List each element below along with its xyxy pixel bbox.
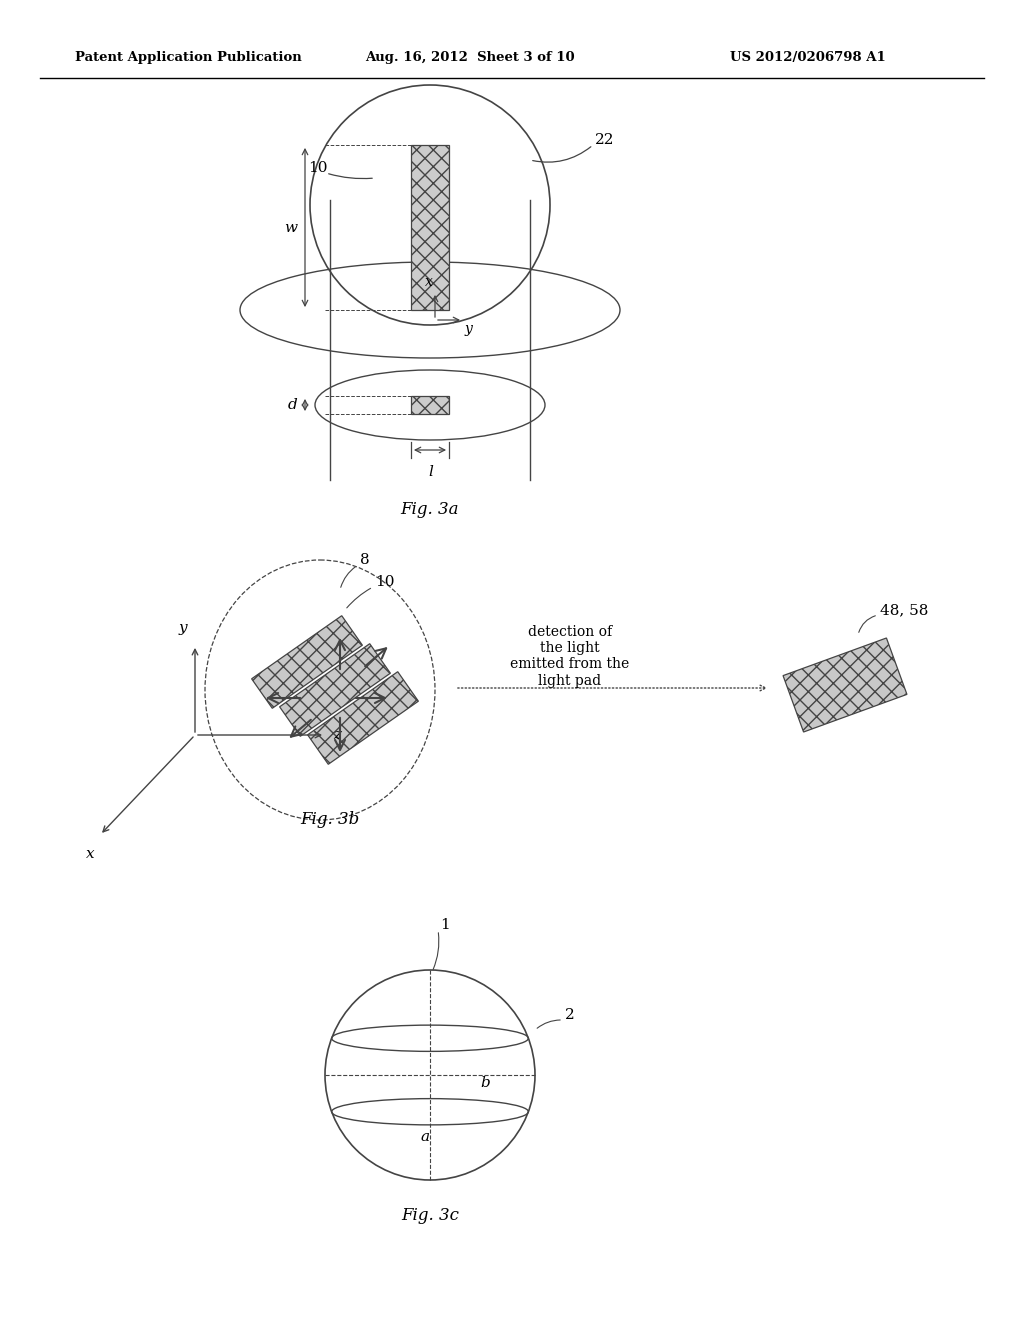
Text: Patent Application Publication: Patent Application Publication xyxy=(75,51,302,65)
FancyArrowPatch shape xyxy=(532,147,591,162)
FancyArrowPatch shape xyxy=(329,174,373,178)
Text: 8: 8 xyxy=(360,553,370,568)
Text: d: d xyxy=(288,399,297,412)
FancyArrowPatch shape xyxy=(859,615,876,632)
Text: 22: 22 xyxy=(595,133,614,147)
Text: b: b xyxy=(480,1076,489,1090)
FancyArrowPatch shape xyxy=(433,933,439,969)
Polygon shape xyxy=(783,638,907,733)
Text: 10: 10 xyxy=(375,576,394,589)
Text: detection of
the light
emitted from the
light pad: detection of the light emitted from the … xyxy=(510,624,630,688)
Text: y: y xyxy=(465,322,473,337)
Polygon shape xyxy=(307,672,419,764)
Text: 1: 1 xyxy=(440,917,450,932)
Text: 10: 10 xyxy=(308,161,328,176)
Text: z: z xyxy=(333,729,341,742)
Text: Aug. 16, 2012  Sheet 3 of 10: Aug. 16, 2012 Sheet 3 of 10 xyxy=(365,51,574,65)
Text: Fig. 3c: Fig. 3c xyxy=(401,1206,459,1224)
Text: US 2012/0206798 A1: US 2012/0206798 A1 xyxy=(730,51,886,65)
Text: 48, 58: 48, 58 xyxy=(880,603,929,616)
Text: x: x xyxy=(86,847,94,861)
Text: w: w xyxy=(284,220,297,235)
Text: Fig. 3b: Fig. 3b xyxy=(300,812,359,829)
Text: y: y xyxy=(178,620,187,635)
Text: 2: 2 xyxy=(565,1008,574,1022)
Polygon shape xyxy=(252,615,362,709)
Text: l: l xyxy=(429,465,433,479)
Bar xyxy=(411,145,449,310)
FancyArrowPatch shape xyxy=(538,1020,560,1028)
Text: x: x xyxy=(425,275,433,289)
Text: Fig. 3a: Fig. 3a xyxy=(400,502,459,519)
Bar xyxy=(411,396,449,414)
Text: a: a xyxy=(421,1130,429,1144)
FancyArrowPatch shape xyxy=(341,566,355,587)
Polygon shape xyxy=(280,644,390,737)
FancyArrowPatch shape xyxy=(347,589,371,609)
